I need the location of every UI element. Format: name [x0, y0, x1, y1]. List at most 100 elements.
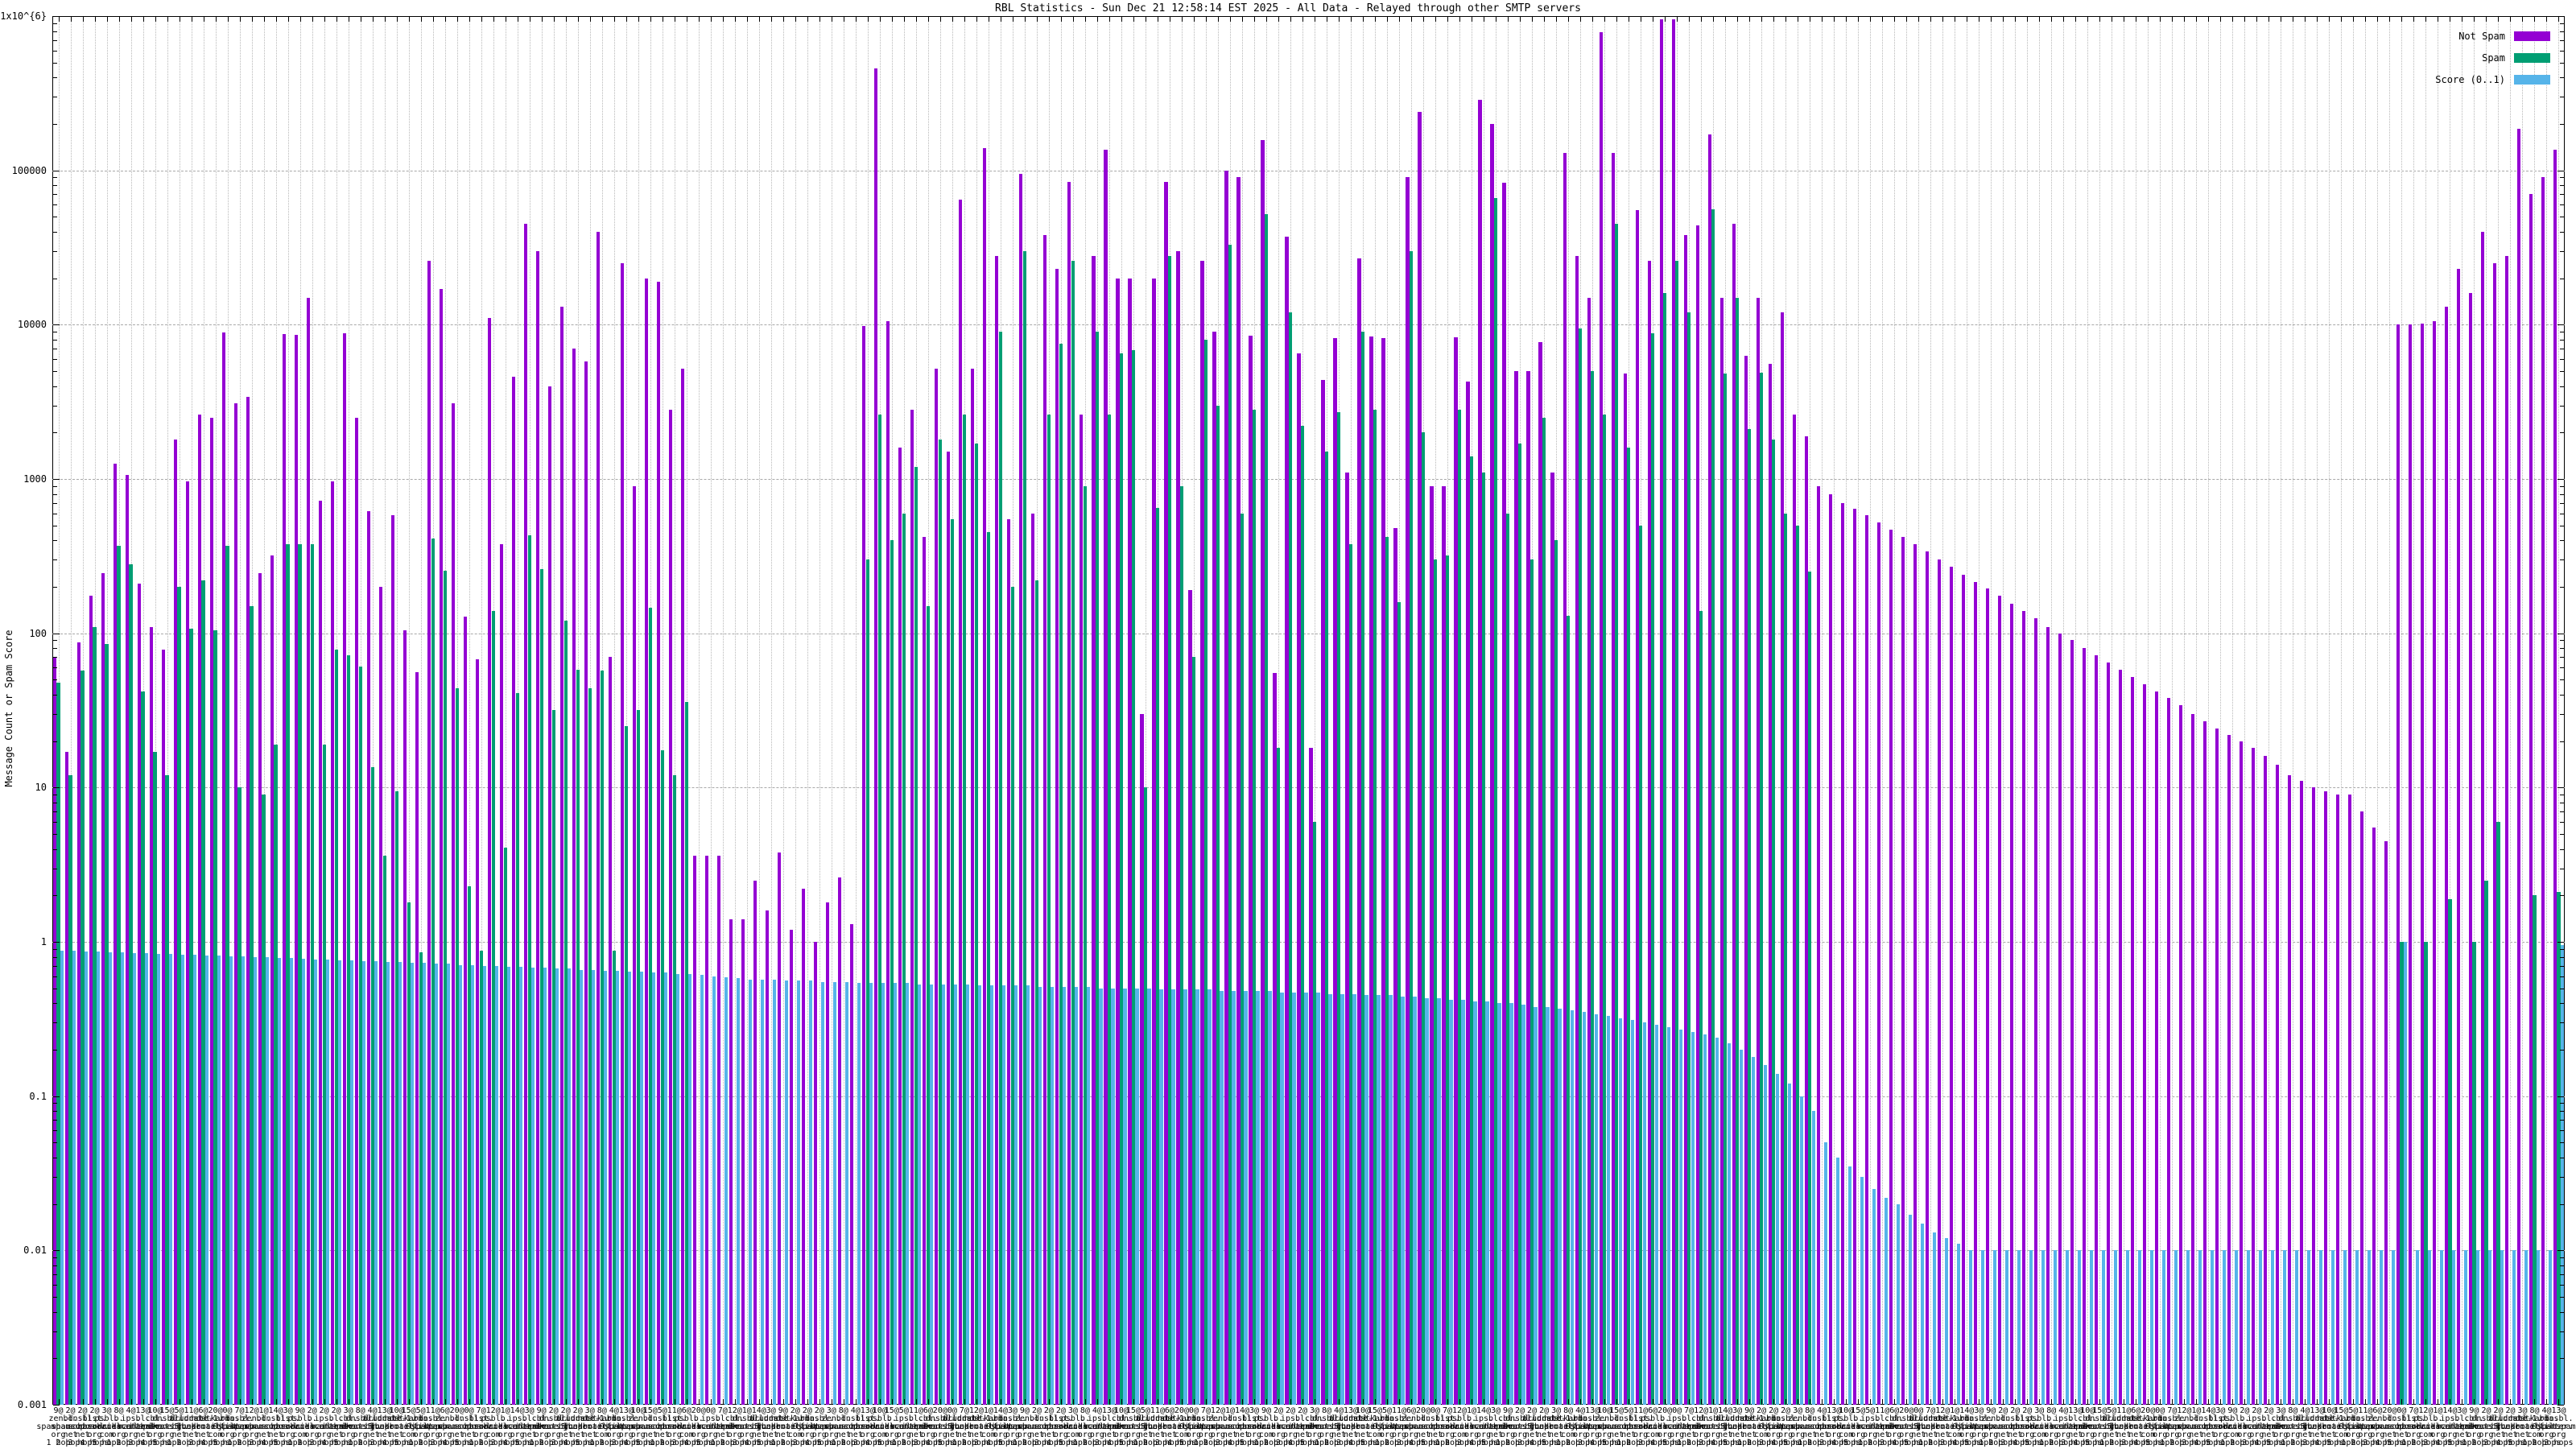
x-tick-label: 15@ b. barracudacentral. org 5 hops [850, 1406, 934, 1447]
x-tick-label: 1@ bl. spamcop. net 3 hops [2177, 1406, 2216, 1447]
bar-score [1014, 985, 1018, 1405]
x-tick-label: 10@ cbl. abuseat. org 4 hops [2068, 1406, 2107, 1447]
x-tick-bottom [481, 1399, 482, 1405]
x-tick-label: 12@ dnsbl-1. uceprotect. net 2 hops [1916, 1406, 1970, 1447]
bar-score [2294, 1250, 2298, 1405]
bar-score [2246, 1250, 2250, 1405]
bar-not-spam [766, 910, 770, 1405]
bar-not-spam [1067, 182, 1071, 1405]
x-tick-bottom [1411, 1399, 1413, 1405]
x-tick-label: 2@ bl. spamcop. net 2 hops [1017, 1406, 1056, 1447]
x-tick-label: 2@ ips. backscatterer. org 3 hops [290, 1406, 358, 1447]
bar-score [2149, 1250, 2153, 1405]
y-tick-minor-left [53, 371, 57, 373]
x-tick-top [1616, 16, 1618, 22]
x-tick-top [1423, 16, 1425, 22]
x-tick-top [722, 16, 724, 22]
x-tick-label: 4@ dnsbl. sorbs. net 2 hops [840, 1406, 870, 1447]
gridline-v [2365, 16, 2367, 1405]
bar-score [1461, 1000, 1465, 1405]
x-tick-label: 5@ all. s5h. net 1 hop [2099, 1406, 2124, 1447]
x-tick-label: 12@ psbl. surriel. com 2 hops [2406, 1406, 2446, 1447]
bar-not-spam [1744, 355, 1748, 1405]
bar-not-spam [1249, 335, 1253, 1405]
bar-spam [2484, 880, 2488, 1405]
x-tick-top [927, 16, 929, 22]
bar-spam [274, 744, 278, 1405]
bar-not-spam [307, 297, 311, 1405]
y-tick-label: 10 [35, 782, 47, 794]
x-tick-top [2256, 16, 2258, 22]
x-tick-label: 2@ dnsbl. sorbs. net 3 hops [68, 1406, 97, 1447]
x-tick-bottom [1737, 1399, 1739, 1405]
bar-spam [539, 569, 543, 1405]
bar-score [1860, 1176, 1864, 1405]
x-tick-bottom [2051, 1399, 2053, 1405]
x-tick-label: 2@ truncate. gbudb. net 4 hops [2488, 1406, 2533, 1447]
x-tick-label: 2@ bl. spamcop. net 2 hops [1984, 1406, 2023, 1447]
bar-spam [1119, 353, 1123, 1405]
bar-spam [80, 671, 85, 1405]
x-tick-label: 12@ cbl. abuseat. org 2 hops [715, 1406, 754, 1447]
x-tick-top [1193, 16, 1195, 22]
bar-not-spam [681, 368, 685, 1405]
bar-not-spam [1997, 596, 2001, 1405]
bar-not-spam [2021, 610, 2025, 1405]
x-tick-label: 0@ dnsbl. sorbs. net 5 hops [2387, 1406, 2417, 1447]
bar-not-spam [850, 924, 854, 1405]
x-tick-label: 15@ hostkarma. junkemailfilter. com 5 ho… [2302, 1406, 2380, 1447]
bar-score [1063, 987, 1067, 1405]
bar-not-spam [2227, 734, 2231, 1405]
y-tick-major-left [53, 16, 60, 17]
bar-score [241, 956, 246, 1405]
bar-not-spam [886, 321, 890, 1405]
gridline-v [2389, 16, 2391, 1405]
x-tick-bottom [1846, 1399, 1847, 1405]
bar-score [1787, 1084, 1791, 1405]
y-tick-minor-left [53, 741, 57, 742]
bar-score [483, 965, 487, 1405]
bar-score [616, 970, 620, 1405]
bar-not-spam [2070, 640, 2074, 1405]
bar-score [2524, 1250, 2529, 1405]
bar-score [833, 981, 837, 1405]
bar-spam [2448, 898, 2452, 1405]
x-tick-label: 13@ bl. mailspike. net 3 hops [118, 1406, 167, 1447]
x-tick-bottom [1290, 1399, 1291, 1405]
x-tick-label: 6@ zen. spamhaus. org 3 hops [1389, 1406, 1434, 1447]
x-tick-label: 10@ dnsbl-1. uceprotect. net 4 hops [1335, 1406, 1390, 1447]
bar-not-spam [609, 657, 613, 1405]
bar-score [881, 983, 886, 1405]
gridline-v [396, 16, 398, 1405]
x-tick-label: 6@ zen. spamhaus. org 3 hops [2355, 1406, 2400, 1447]
bar-not-spam [464, 617, 468, 1405]
x-tick-bottom [2377, 1399, 2379, 1405]
bar-score [2234, 1250, 2238, 1405]
y-tick-minor-left [53, 948, 57, 950]
bar-score [2186, 1250, 2190, 1405]
x-tick-bottom [2027, 1399, 2029, 1405]
bar-score [2330, 1250, 2334, 1405]
x-tick-label: 9@ psbl. surriel. com 1 hop [2213, 1406, 2252, 1447]
x-tick-label: 20@ hostkarma. junkemailfilter. com 4 ho… [1142, 1406, 1221, 1447]
x-tick-label: 15@ bl. spamcop. net 5 hops [1597, 1406, 1637, 1447]
x-tick-top [1096, 16, 1098, 22]
x-tick-top [1592, 16, 1594, 22]
bar-not-spam [1695, 225, 1699, 1405]
bar-score [1075, 987, 1079, 1405]
gridline-v [2256, 16, 2258, 1405]
bar-score [1340, 993, 1344, 1405]
x-tick-bottom [239, 1399, 241, 1405]
x-tick-bottom [541, 1399, 543, 1405]
y-tick-minor-left [53, 1049, 57, 1051]
x-tick-bottom [58, 1399, 60, 1405]
y-tick-minor-left [53, 1257, 57, 1259]
x-tick-label: 6@ psbl. surriel. com 3 hops [667, 1406, 706, 1447]
bar-score [132, 952, 137, 1405]
y-tick-minor-right [2560, 811, 2564, 813]
y-tick-minor-left [53, 848, 57, 850]
x-tick-bottom [2196, 1399, 2198, 1405]
bar-score [1425, 998, 1429, 1405]
bar-score [1087, 987, 1091, 1405]
bar-not-spam [197, 415, 202, 1405]
